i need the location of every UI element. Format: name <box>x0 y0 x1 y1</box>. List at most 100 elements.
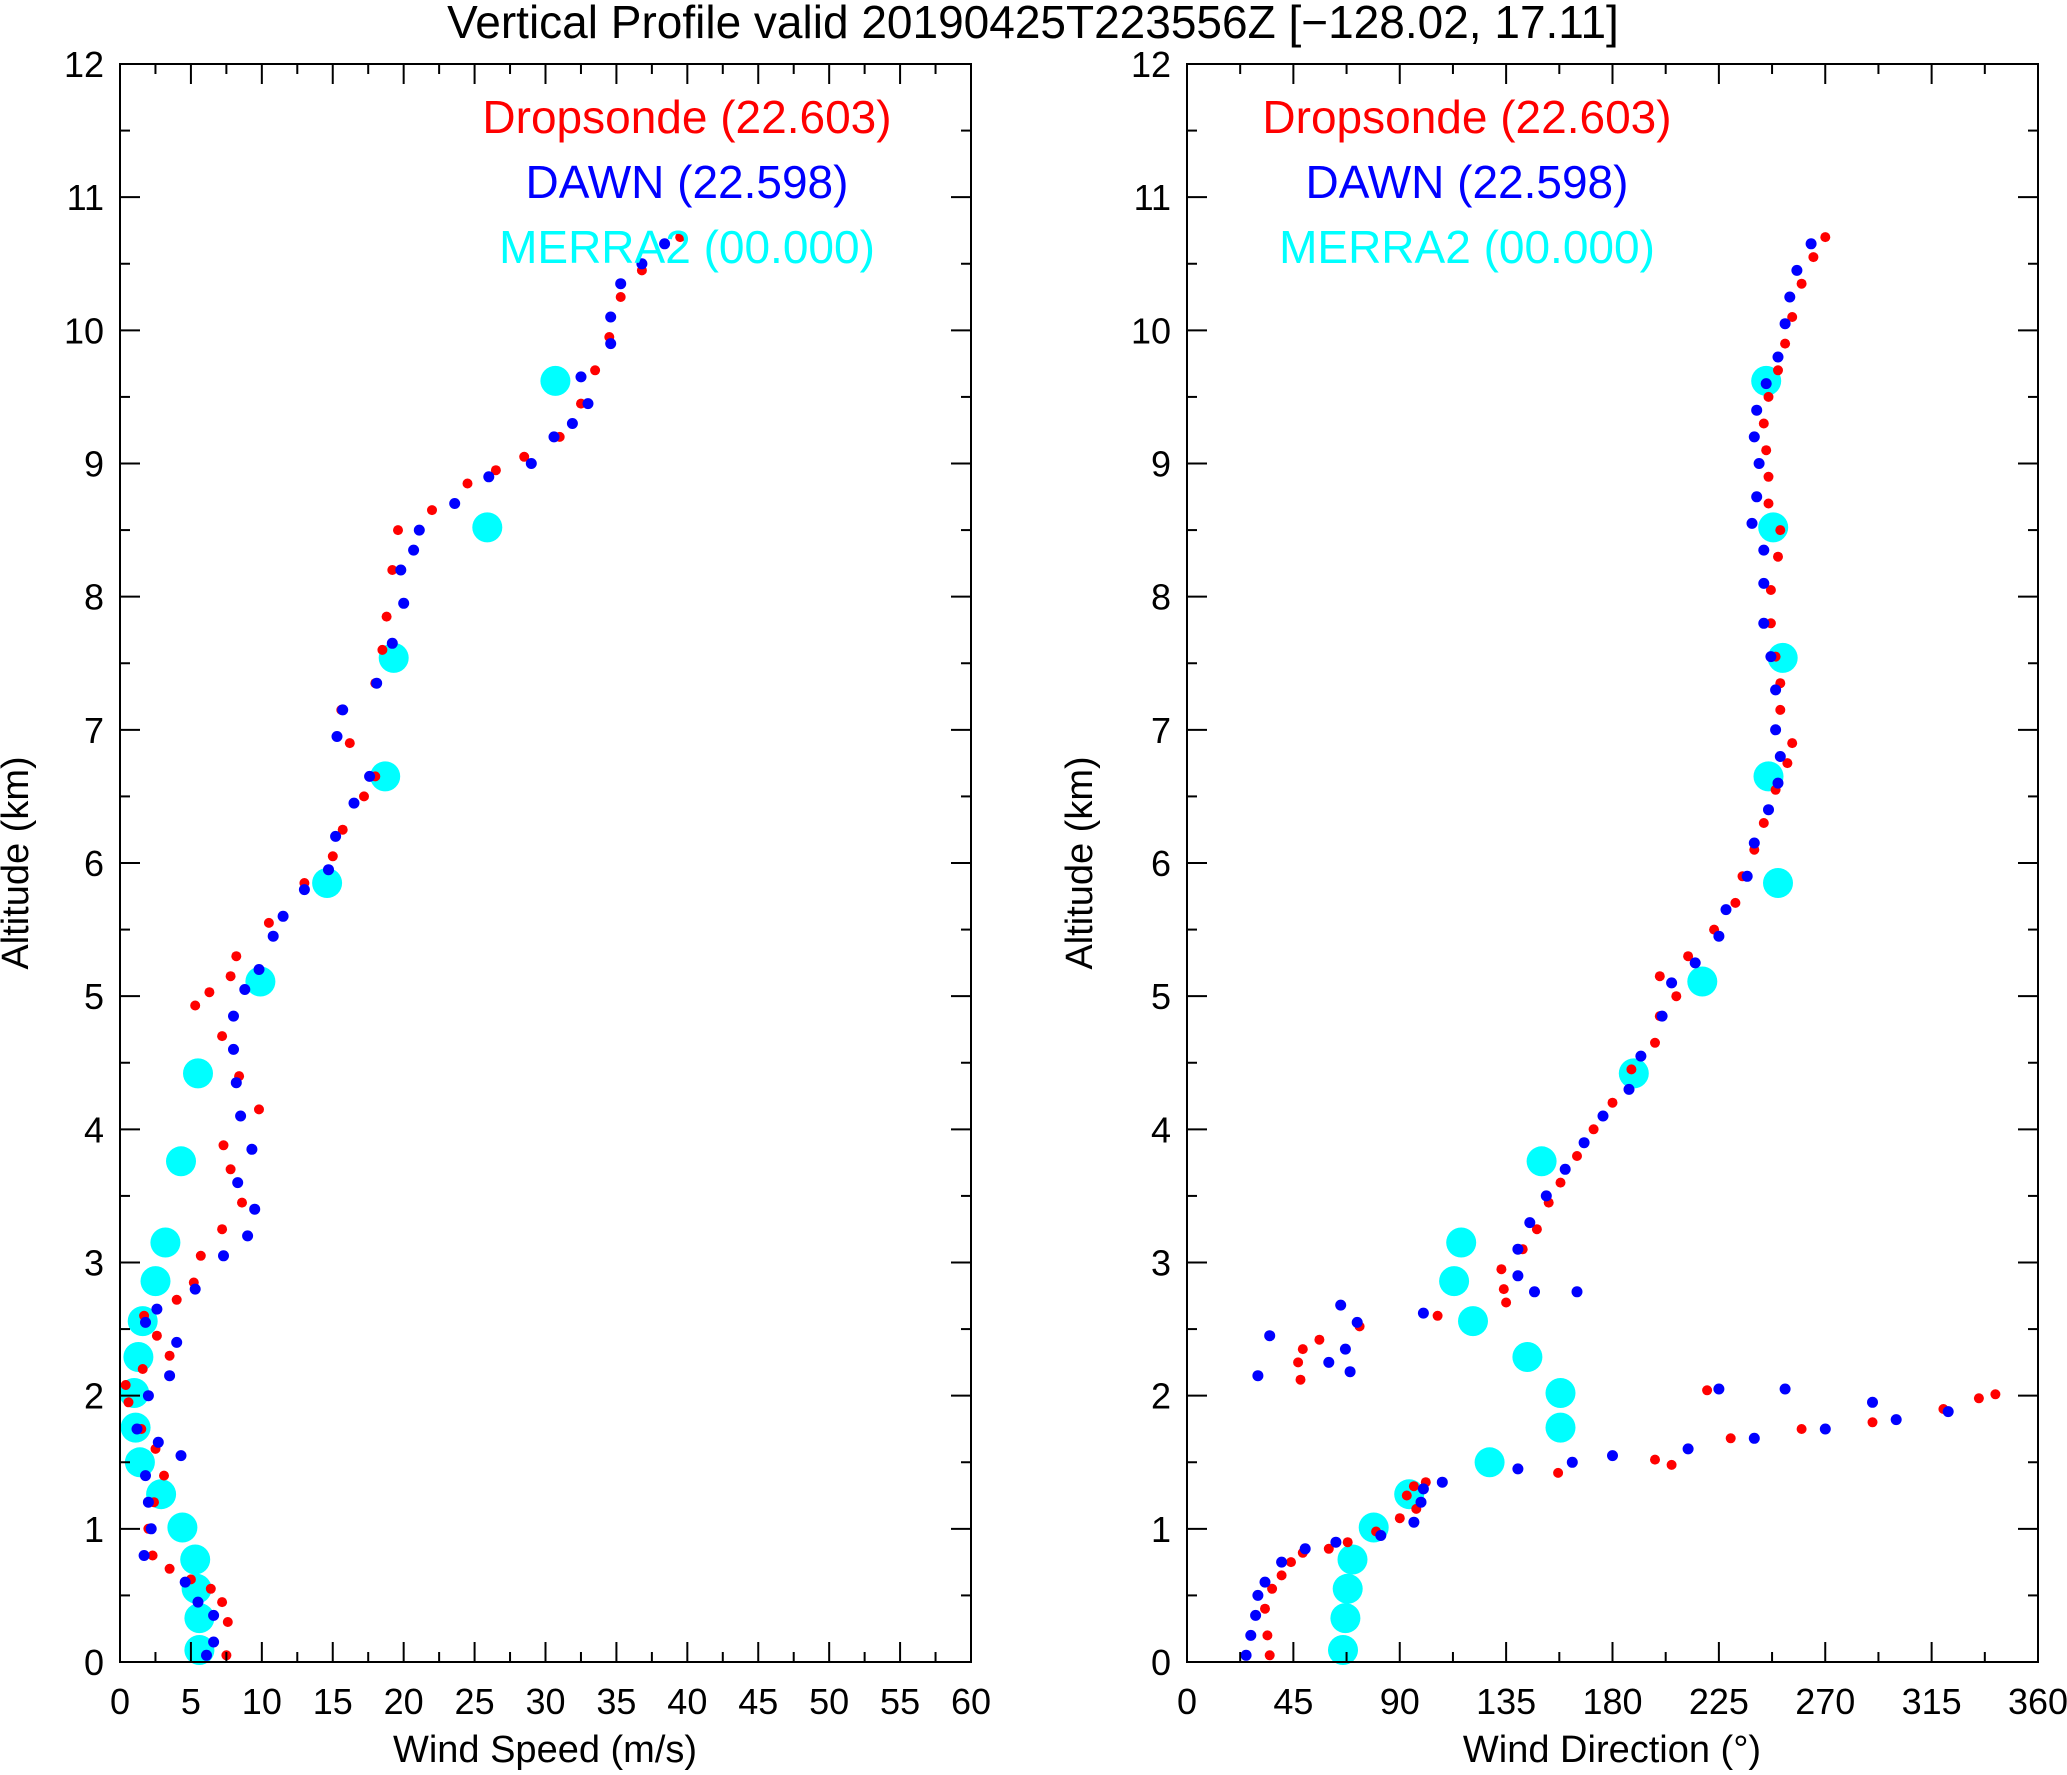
dawn-speed-point-15 <box>140 1316 151 1328</box>
dawn-direction-point-66 <box>1779 318 1791 330</box>
dropsonde-direction-point-23 <box>1990 1389 2001 1400</box>
wind-direction-ylabel: Altitude (km) <box>1059 756 1101 969</box>
figure-title: Vertical Profile valid 20190425T223556Z … <box>447 0 1619 48</box>
dropsonde-direction-point-53 <box>1782 758 1793 769</box>
dropsonde-direction-point-45 <box>1654 971 1665 982</box>
dropsonde-speed-point-44 <box>393 525 403 536</box>
direction-ytick-label-9: 9 <box>1151 444 1171 485</box>
dropsonde-speed-point-51 <box>590 365 601 376</box>
dropsonde-direction-point-70 <box>1796 278 1807 289</box>
dropsonde-direction-point-0 <box>1264 1650 1275 1661</box>
merra2-direction-point-9 <box>1512 1342 1543 1372</box>
dropsonde-direction-point-55 <box>1775 704 1786 715</box>
direction-ytick-label-10: 10 <box>1131 310 1171 351</box>
dawn-direction-point-7 <box>1330 1536 1342 1548</box>
dawn-direction-point-27 <box>1339 1343 1351 1355</box>
dawn-speed-point-54 <box>636 258 648 270</box>
dawn-speed-point-7 <box>142 1496 154 1508</box>
dawn-speed-point-34 <box>348 797 360 809</box>
wind-speed-xlabel: Wind Speed (m/s) <box>393 1729 697 1771</box>
dropsonde-direction-point-22 <box>1973 1393 1984 1404</box>
dropsonde-speed-point-28 <box>190 1000 201 1011</box>
dawn-direction-point-22 <box>1779 1383 1791 1395</box>
dawn-direction-point-46 <box>1713 930 1725 942</box>
dropsonde-speed-point-35 <box>337 824 348 835</box>
dawn-speed-point-43 <box>413 524 425 536</box>
dropsonde-speed-point-43 <box>387 565 398 575</box>
merra2-speed-point-20 <box>540 365 571 396</box>
legend-dawn-speed: DAWN (22.598) <box>526 156 849 208</box>
speed-xtick-label-60: 60 <box>951 1681 991 1722</box>
dropsonde-direction-point-46 <box>1683 951 1694 962</box>
dropsonde-speed-point-20 <box>195 1250 206 1261</box>
dawn-speed-point-29 <box>267 930 279 942</box>
dropsonde-direction-point-35 <box>1531 1224 1542 1235</box>
dawn-speed-point-17 <box>189 1283 201 1295</box>
legend-dropsonde-direction: Dropsonde (22.603) <box>1262 91 1671 143</box>
dawn-speed-point-26 <box>228 1010 239 1022</box>
direction-xtick-label-225: 225 <box>1689 1681 1749 1722</box>
dropsonde-direction-point-3 <box>1267 1583 1278 1594</box>
dropsonde-direction-point-8 <box>1342 1537 1353 1548</box>
dawn-direction-point-8 <box>1375 1530 1387 1541</box>
dawn-speed-point-19 <box>242 1230 254 1242</box>
dawn-direction-point-6 <box>1299 1543 1311 1555</box>
merra2-direction-point-13 <box>1526 1146 1557 1177</box>
dawn-speed-point-30 <box>277 910 289 922</box>
dawn-speed-point-14 <box>171 1336 183 1348</box>
speed-ytick-label-12: 12 <box>64 44 104 85</box>
dawn-direction-point-20 <box>1942 1406 1954 1418</box>
dropsonde-speed-point-23 <box>225 1164 236 1175</box>
speed-xtick-label-15: 15 <box>313 1681 353 1722</box>
dawn-speed-point-1 <box>208 1636 220 1648</box>
dawn-direction-point-56 <box>1758 617 1770 629</box>
dawn-direction-point-59 <box>1746 517 1758 529</box>
merra2-direction-point-18 <box>1767 642 1798 673</box>
speed-xtick-label-20: 20 <box>384 1681 424 1722</box>
dropsonde-speed-point-25 <box>254 1104 264 1115</box>
dawn-speed-point-39 <box>386 637 398 649</box>
dawn-direction-point-60 <box>1751 491 1763 503</box>
dropsonde-direction-point-13 <box>1408 1481 1419 1492</box>
dawn-speed-point-52 <box>605 311 617 323</box>
dawn-direction-point-49 <box>1748 837 1760 849</box>
dawn-direction-point-17 <box>1748 1432 1760 1444</box>
dropsonde-direction-point-27 <box>1297 1344 1308 1355</box>
dawn-direction-point-25 <box>1344 1366 1356 1378</box>
direction-xtick-label-90: 90 <box>1380 1681 1420 1722</box>
direction-ytick-label-8: 8 <box>1151 577 1171 618</box>
speed-xtick-label-5: 5 <box>181 1681 201 1722</box>
dawn-direction-point-63 <box>1751 404 1763 416</box>
dawn-direction-point-0 <box>1240 1649 1252 1661</box>
dropsonde-direction-point-5 <box>1286 1557 1296 1568</box>
dawn-direction-point-47 <box>1720 904 1732 916</box>
dropsonde-direction-point-25 <box>1295 1374 1306 1385</box>
dawn-direction-point-68 <box>1791 264 1803 276</box>
dropsonde-speed-point-3 <box>205 1583 216 1594</box>
direction-xtick-label-270: 270 <box>1795 1681 1855 1722</box>
dropsonde-speed-point-53 <box>615 292 626 302</box>
dropsonde-direction-point-12 <box>1401 1490 1412 1501</box>
dropsonde-direction-point-17 <box>1666 1459 1677 1470</box>
dawn-speed-point-55 <box>659 238 671 250</box>
dawn-direction-point-19 <box>1890 1414 1902 1426</box>
dropsonde-speed-point-42 <box>381 611 392 622</box>
dropsonde-speed-point-45 <box>427 505 437 516</box>
dropsonde-speed-point-21 <box>217 1224 228 1235</box>
dropsonde-direction-point-28 <box>1314 1334 1325 1345</box>
speed-ytick-label-3: 3 <box>84 1243 104 1284</box>
dawn-direction-point-50 <box>1763 804 1774 816</box>
merra2-direction-point-8 <box>1545 1378 1576 1408</box>
dropsonde-speed-point-30 <box>225 971 236 982</box>
speed-xtick-label-50: 50 <box>809 1681 849 1722</box>
dawn-direction-point-34 <box>1512 1270 1524 1282</box>
dawn-direction-point-38 <box>1559 1163 1571 1175</box>
dawn-direction-point-39 <box>1578 1137 1590 1149</box>
direction-xtick-label-360: 360 <box>2008 1681 2067 1722</box>
dawn-direction-point-10 <box>1415 1496 1427 1508</box>
dropsonde-direction-point-24 <box>1702 1385 1713 1396</box>
dropsonde-direction-point-67 <box>1773 365 1783 376</box>
direction-ytick-label-5: 5 <box>1151 976 1171 1017</box>
wind-direction-xlabel: Wind Direction (°) <box>1463 1729 1761 1771</box>
